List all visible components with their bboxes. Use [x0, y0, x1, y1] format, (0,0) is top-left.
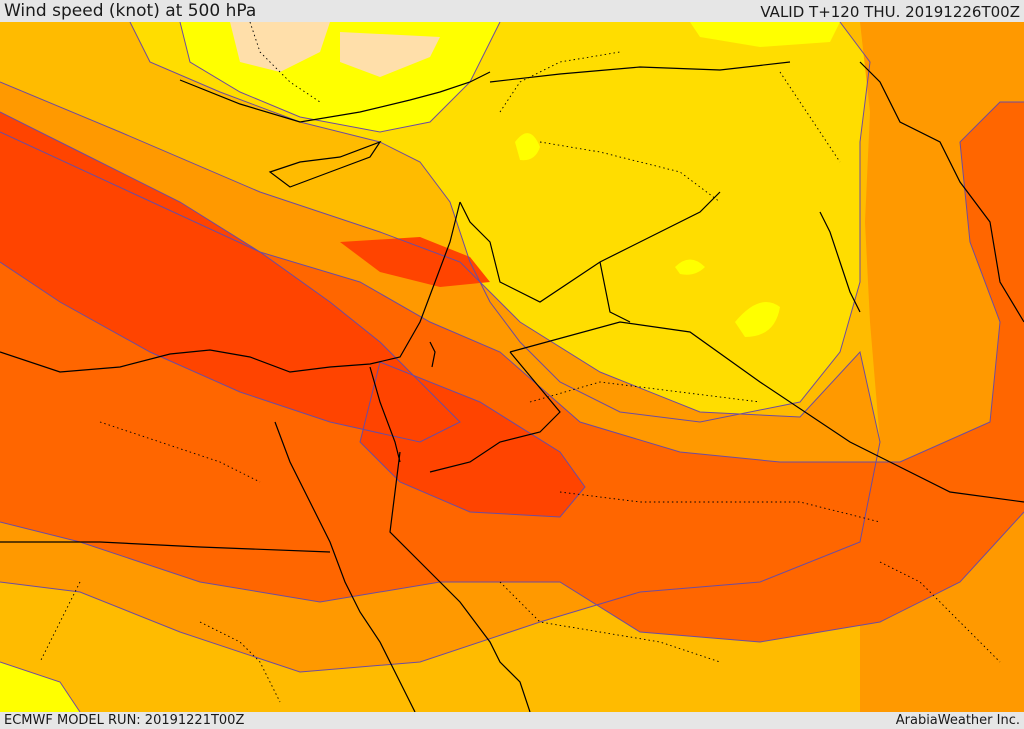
low-wind-zone-north	[130, 22, 870, 422]
coastline-persian-gulf	[819, 211, 861, 313]
contour-line	[179, 22, 501, 133]
border-jordan-iraq	[599, 261, 631, 323]
wind-speed-contours	[0, 22, 1024, 712]
contour-line	[0, 661, 81, 712]
credit-label: ArabiaWeather Inc.	[895, 713, 1020, 728]
low-wind-zone-southwest	[0, 662, 80, 712]
calm-zone	[230, 22, 330, 72]
footer-bar	[0, 712, 1024, 729]
admin-boundary	[779, 71, 841, 163]
calm-zone-small	[340, 32, 440, 77]
coastlines-and-borders	[0, 61, 1024, 712]
model-run-label: ECMWF MODEL RUN: 20191221T00Z	[4, 713, 245, 728]
admin-boundary	[499, 51, 621, 113]
valid-time-label: VALID T+120 THU. 20191226T00Z	[760, 3, 1020, 21]
map-title: Wind speed (knot) at 500 hPa	[4, 1, 257, 21]
low-wind-zone-northeast	[690, 22, 840, 47]
low-wind-patch-2	[735, 302, 780, 337]
jet-maximum-west	[0, 112, 460, 442]
coastline-dead-sea	[429, 341, 436, 368]
border-iraq-iran	[859, 61, 1024, 323]
header-bar	[0, 0, 1024, 22]
low-wind-patch-3	[675, 259, 705, 275]
coastline-turkey-south	[179, 71, 491, 123]
jet-maximum-center	[360, 362, 585, 517]
contour-line	[0, 111, 461, 443]
contour-line	[359, 361, 586, 518]
border-syria-turkey	[489, 61, 791, 83]
jet-maximum-north-patch	[340, 237, 490, 287]
admin-boundary	[499, 581, 721, 663]
coastline-red-sea-east	[389, 451, 531, 712]
border-jordan-east	[429, 351, 561, 473]
contour-line	[0, 511, 1024, 643]
border-egypt-sudan	[0, 541, 331, 553]
wind-speed-map	[0, 22, 1024, 712]
admin-boundary	[879, 561, 1001, 663]
border-sinai	[369, 366, 401, 463]
low-wind-patch-1	[515, 133, 540, 161]
contour-line	[0, 81, 881, 673]
coastline-cyprus	[268, 140, 382, 188]
admin-boundary	[39, 581, 81, 663]
border-jordan-saudi	[509, 321, 1024, 503]
coastline-red-sea-west	[274, 421, 416, 712]
border-levant	[459, 191, 721, 303]
admin-boundary	[529, 381, 761, 403]
administrative-boundaries	[39, 22, 1001, 703]
coastline-mediterranean-south	[0, 201, 461, 373]
contour-line	[0, 101, 1024, 463]
strong-wind-core	[0, 102, 1024, 642]
admin-boundary	[99, 421, 261, 483]
admin-boundary	[199, 621, 281, 703]
